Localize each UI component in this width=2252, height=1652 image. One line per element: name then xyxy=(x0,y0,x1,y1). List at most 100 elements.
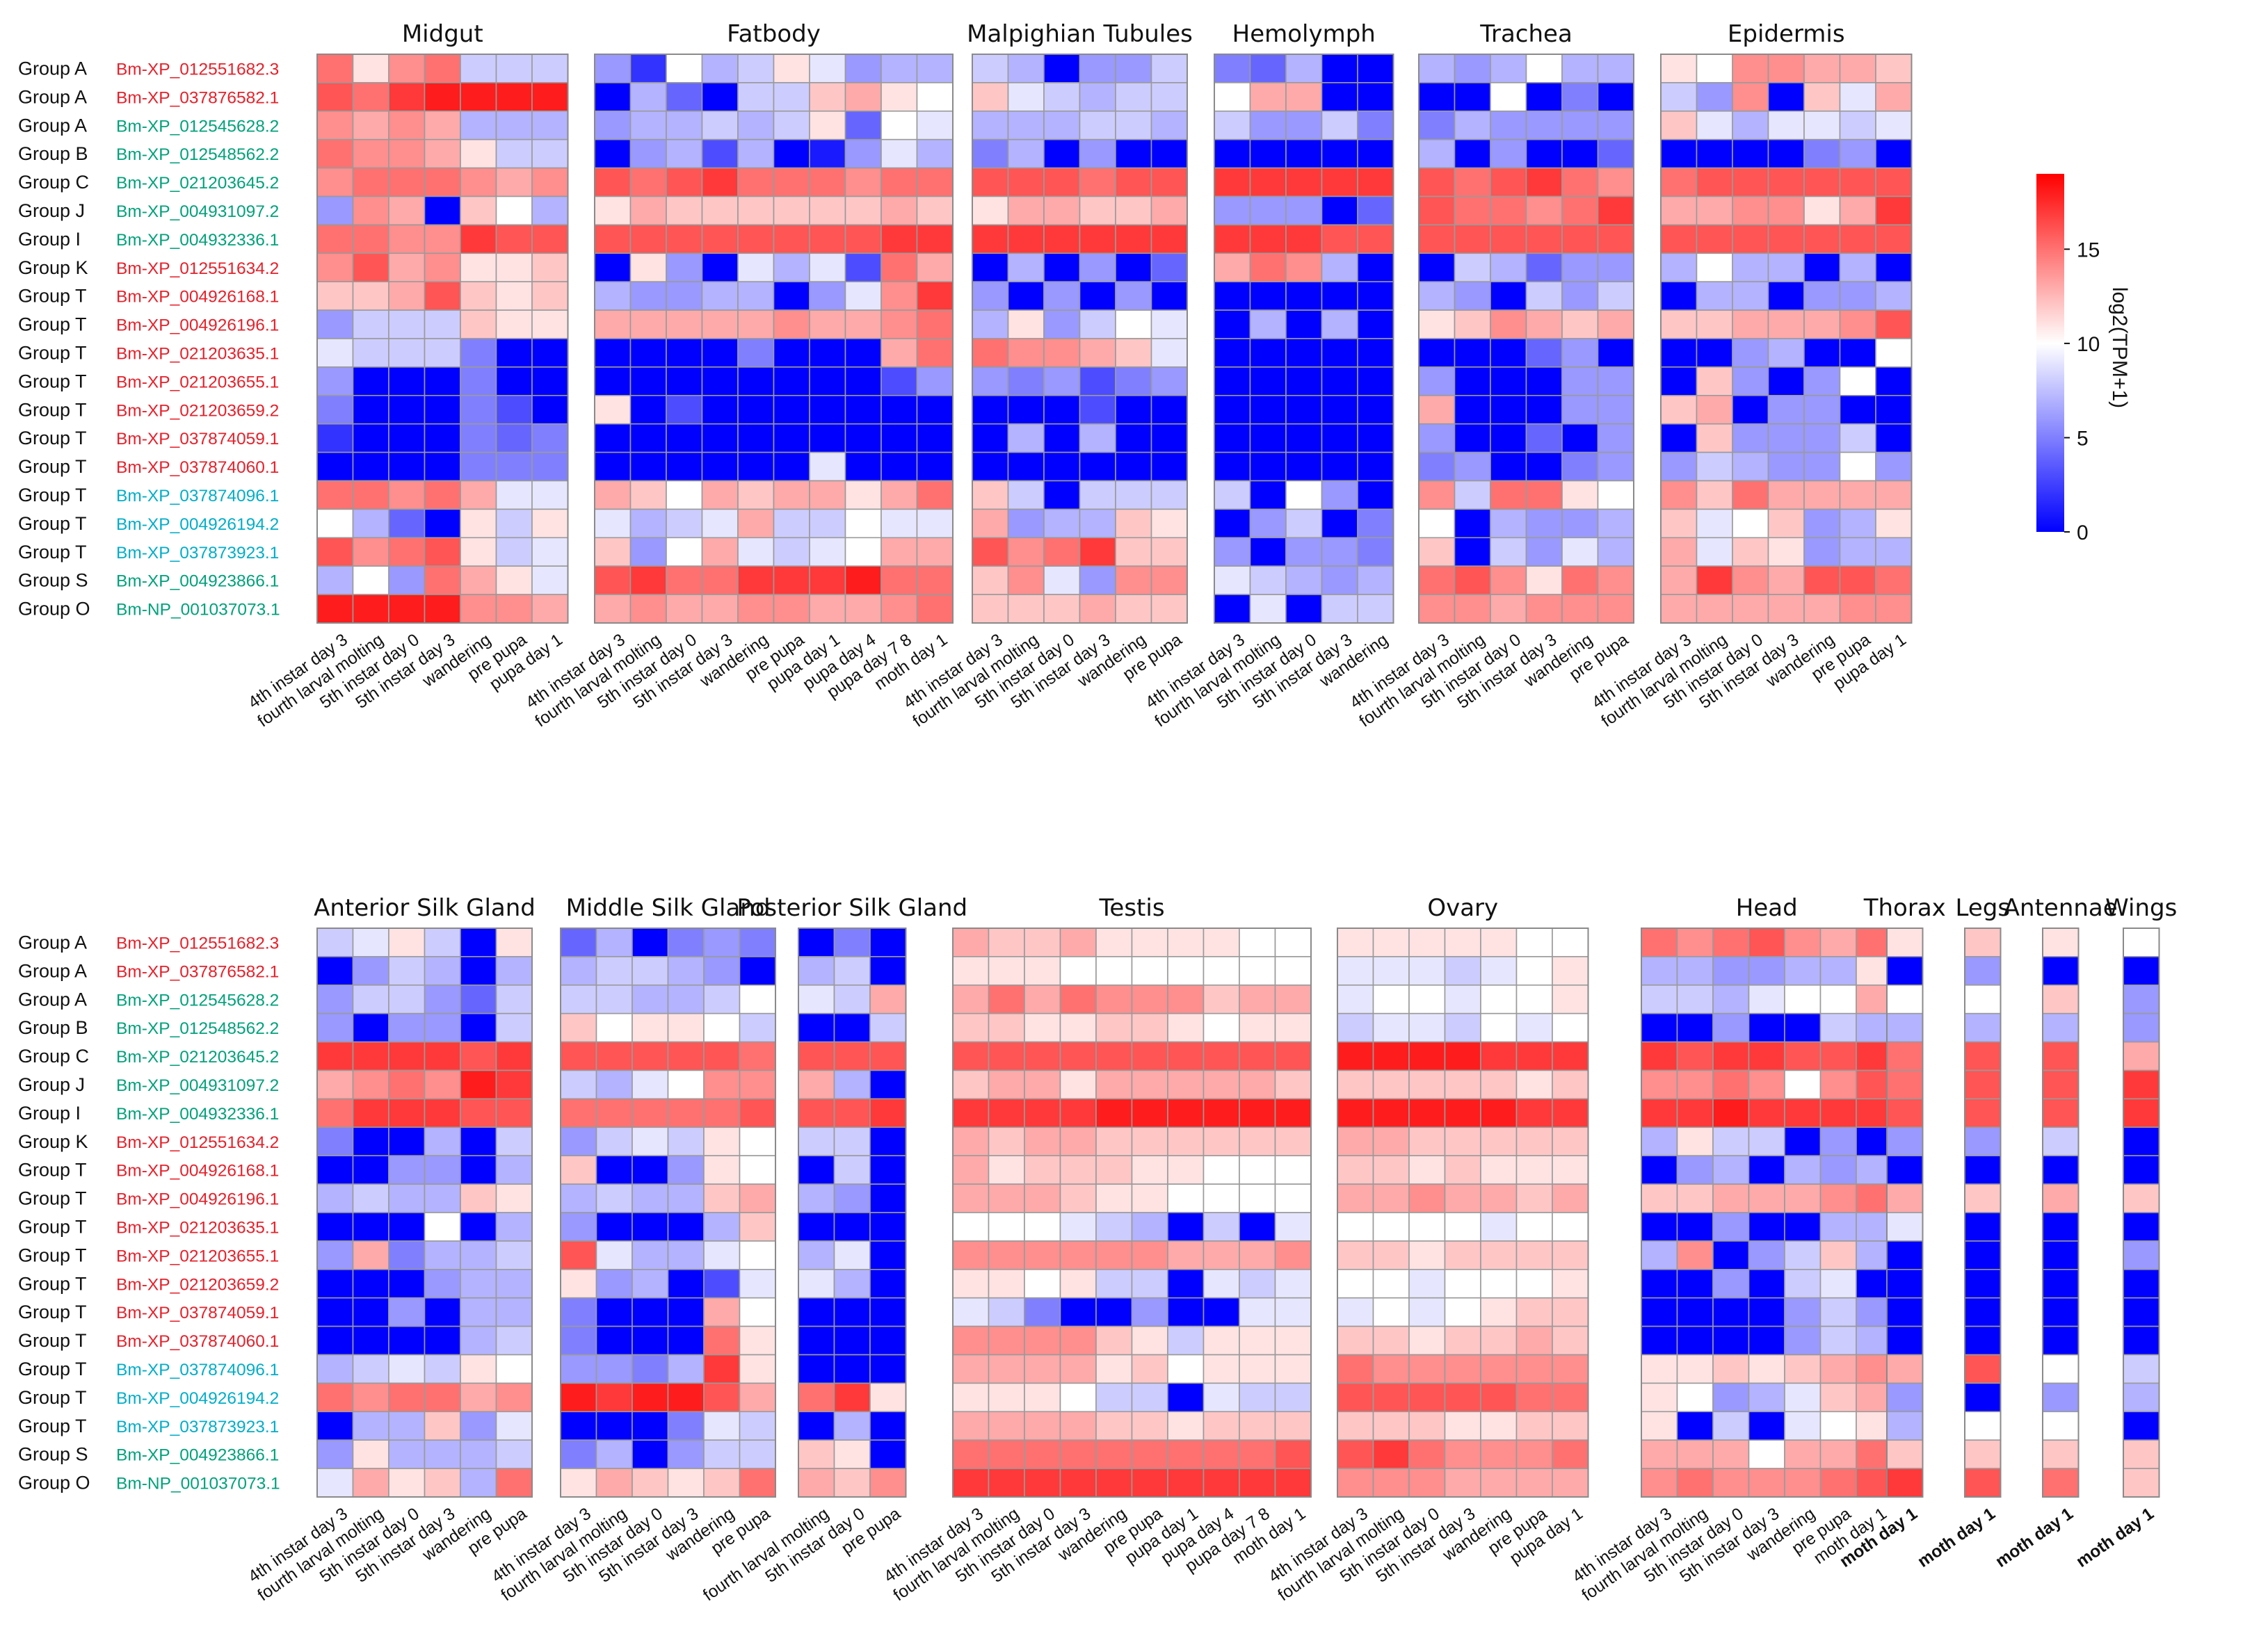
heatmap-cell xyxy=(1525,394,1563,425)
heatmap-cell xyxy=(666,167,703,197)
heatmap-cell xyxy=(2042,1439,2080,1469)
heatmap-cell xyxy=(1214,224,1251,254)
heatmap-cell xyxy=(1552,1183,1589,1213)
heatmap-cell xyxy=(531,111,569,140)
heatmap-cell xyxy=(667,956,705,986)
heatmap-cell xyxy=(2123,1069,2160,1100)
heatmap-cell xyxy=(833,1325,871,1356)
heatmap-cell xyxy=(773,451,810,482)
panel-title-hemolymph: Hemolymph xyxy=(1232,20,1376,48)
heatmap-cell xyxy=(1856,1126,1893,1157)
heatmap-cell xyxy=(1095,1069,1133,1100)
heatmap-cell xyxy=(1095,1439,1133,1469)
heatmap-cell xyxy=(1597,565,1634,595)
heatmap-cell xyxy=(701,537,739,567)
heatmap-cell xyxy=(1150,54,1188,83)
heatmap-cell xyxy=(916,54,954,83)
heatmap-cell xyxy=(1079,309,1116,339)
heatmap-cell xyxy=(594,252,632,282)
heatmap-cell xyxy=(352,82,389,112)
heatmap-cell xyxy=(1408,1325,1446,1356)
row-gene-label: Bm-XP_037874096.1 xyxy=(116,1361,279,1379)
heatmap-cell xyxy=(1337,1468,1374,1498)
panel-border xyxy=(1337,928,1589,1498)
heatmap-cell xyxy=(388,54,426,83)
heatmap-cell xyxy=(1454,565,1491,595)
row-group-label: Group A xyxy=(18,932,87,953)
heatmap-cell xyxy=(880,338,918,368)
heatmap-cell xyxy=(1875,167,1913,197)
heatmap-cell xyxy=(1803,594,1841,624)
heatmap-cell xyxy=(844,565,882,595)
heatmap-cell xyxy=(424,252,461,282)
heatmap-cell xyxy=(1641,1183,1678,1213)
heatmap-cell xyxy=(952,985,990,1014)
heatmap-cell xyxy=(1964,1269,2002,1299)
heatmap-cell xyxy=(1095,1240,1133,1270)
heatmap-cell xyxy=(1641,1212,1678,1242)
heatmap-cell xyxy=(1696,537,1733,567)
heatmap-cell xyxy=(1886,1098,1924,1128)
heatmap-cell xyxy=(1007,394,1045,425)
heatmap-cell xyxy=(1454,423,1491,453)
heatmap-cell xyxy=(798,1155,835,1185)
heatmap-cell xyxy=(666,309,703,339)
heatmap-cell xyxy=(1418,167,1456,197)
heatmap-cell xyxy=(1372,1212,1410,1242)
heatmap-cell xyxy=(703,1126,741,1157)
heatmap-cell xyxy=(1357,82,1394,112)
heatmap-cell xyxy=(809,54,846,83)
heatmap-cell xyxy=(916,423,954,453)
heatmap-cell xyxy=(632,1069,669,1100)
heatmap-cell xyxy=(424,1126,461,1157)
heatmap-cell xyxy=(460,1041,497,1071)
heatmap-cell xyxy=(972,423,1009,453)
heatmap-cell xyxy=(1964,1411,2002,1441)
heatmap-cell xyxy=(594,224,632,254)
heatmap-cell xyxy=(1024,1041,1061,1071)
heatmap-cell xyxy=(1131,928,1168,957)
row-gene-label: Bm-XP_004931097.2 xyxy=(116,202,279,221)
panel-title-fatbody: Fatbody xyxy=(727,20,821,48)
heatmap-cell xyxy=(1285,111,1323,140)
heatmap-cell xyxy=(1964,1126,2002,1157)
heatmap-cell xyxy=(388,985,426,1014)
heatmap-cell xyxy=(1249,111,1287,140)
heatmap-cell xyxy=(1839,594,1876,624)
heatmap-cell xyxy=(595,1155,633,1185)
heatmap-cell xyxy=(844,82,882,112)
heatmap-cell xyxy=(1819,1382,1857,1413)
heatmap-cell xyxy=(1444,1155,1481,1185)
heatmap-cell xyxy=(1875,195,1913,226)
heatmap-cell xyxy=(1676,1212,1714,1242)
row-gene-label: Bm-XP_021203659.2 xyxy=(116,1275,279,1294)
row-gene-label: Bm-XP_021203635.1 xyxy=(116,1219,279,1238)
heatmap-cell xyxy=(424,167,461,197)
heatmap-cell xyxy=(388,224,426,254)
heatmap-cell xyxy=(594,54,632,83)
heatmap-cell xyxy=(1167,1354,1205,1384)
heatmap-cell xyxy=(916,480,954,510)
heatmap-cell xyxy=(952,1126,990,1157)
heatmap-cell xyxy=(1150,537,1188,567)
heatmap-cell xyxy=(1203,1041,1240,1071)
heatmap-cell xyxy=(1043,537,1081,567)
heatmap-cell xyxy=(594,394,632,425)
heatmap-cell xyxy=(1059,1468,1097,1498)
heatmap-cell xyxy=(1856,1382,1893,1413)
panel-border xyxy=(1886,928,1924,1498)
heatmap-cell xyxy=(703,1183,741,1213)
heatmap-cell xyxy=(1337,1126,1374,1157)
heatmap-cell xyxy=(1748,1354,1785,1384)
heatmap-cell xyxy=(1597,338,1634,368)
heatmap-cell xyxy=(798,1325,835,1356)
heatmap-cell xyxy=(424,423,461,453)
heatmap-cell xyxy=(1043,423,1081,453)
heatmap-cell xyxy=(1167,1411,1205,1441)
heatmap-cell xyxy=(880,480,918,510)
heatmap-cell xyxy=(1214,167,1251,197)
heatmap-cell xyxy=(1131,985,1168,1014)
row-group-label: Group C xyxy=(18,1046,89,1067)
heatmap-cell xyxy=(424,565,461,595)
heatmap-cell xyxy=(1444,1126,1481,1157)
